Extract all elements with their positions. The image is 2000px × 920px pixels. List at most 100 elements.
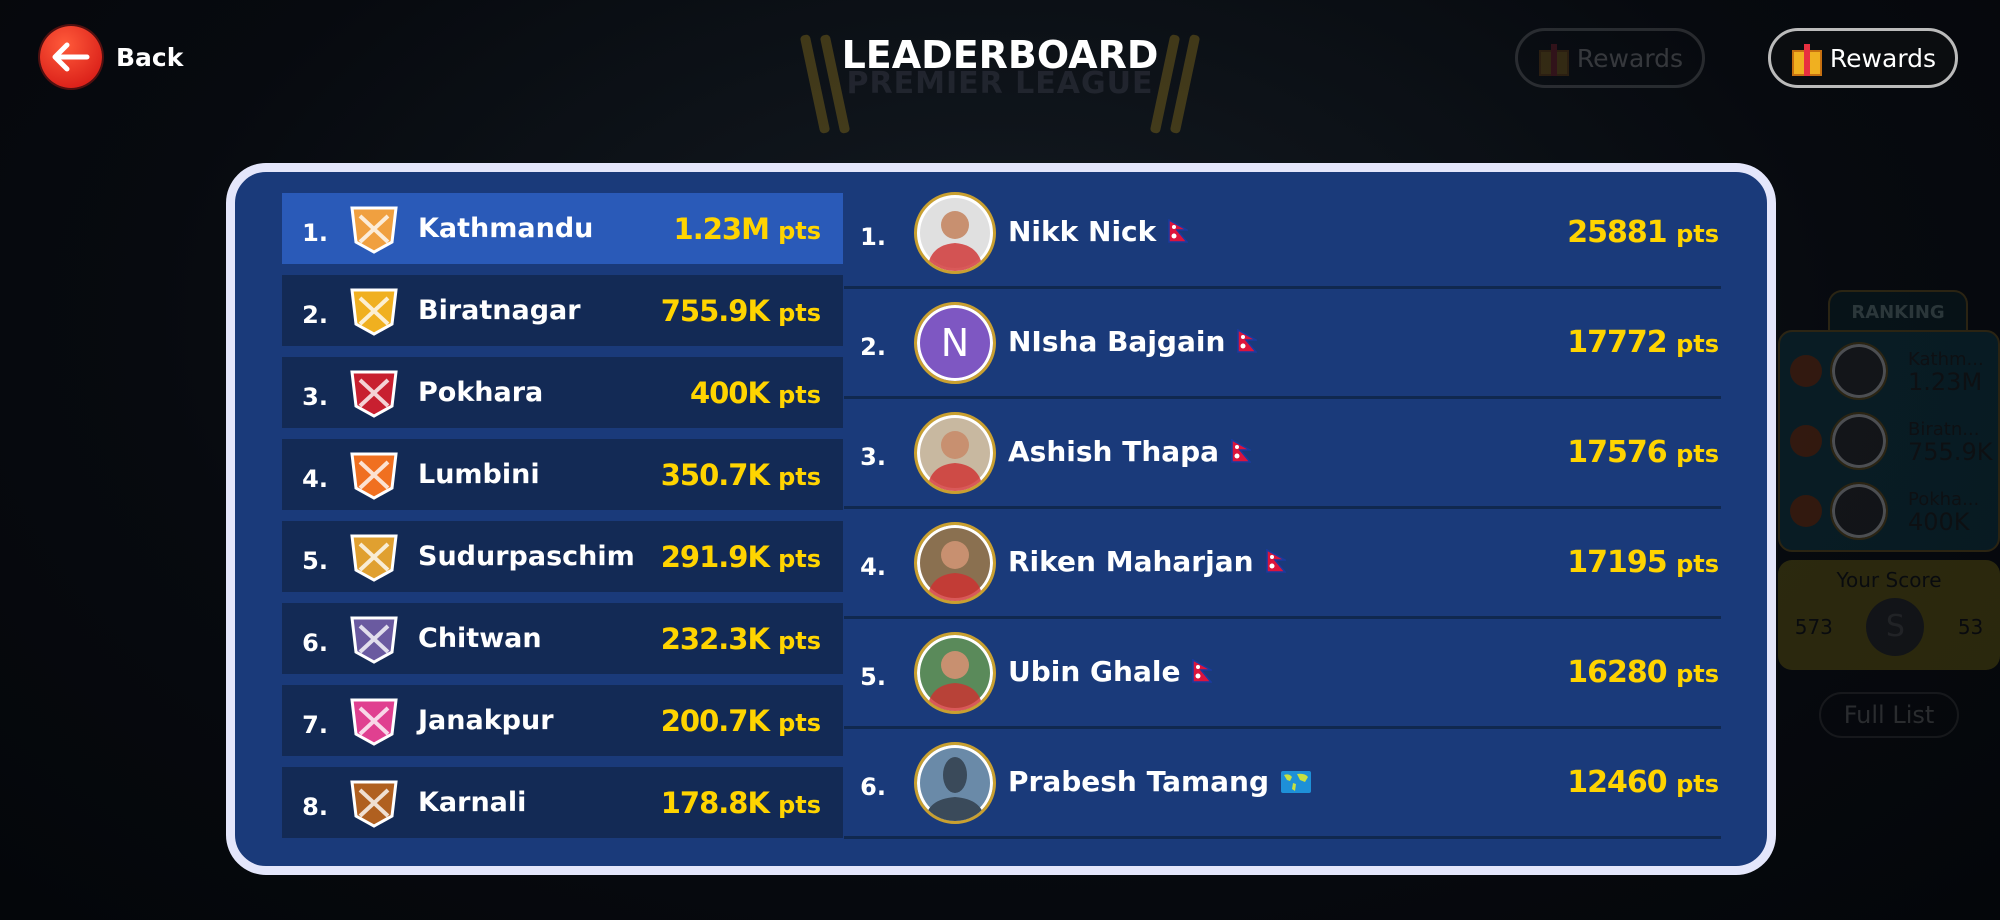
team-points: 232.3K pts xyxy=(660,621,821,656)
team-row[interactable]: 5. Sudurpaschim 291.9K pts xyxy=(282,521,843,592)
tiger-icon xyxy=(344,530,404,584)
team-logo xyxy=(1830,342,1888,400)
avatar xyxy=(914,741,996,824)
team-rank: 5. xyxy=(302,546,328,575)
side-ranking-item: Pokha... 400K xyxy=(1780,476,1998,546)
side-ranking-item: Biratn... 755.9K xyxy=(1780,406,1998,476)
team-points: 350.7K pts xyxy=(660,457,821,492)
team-rank: 2. xyxy=(302,300,328,329)
team-points: 400K pts xyxy=(689,375,821,410)
team-name: Chitwan xyxy=(418,623,542,654)
nepal-flag-icon xyxy=(1237,327,1260,360)
gift-icon xyxy=(1537,40,1571,76)
team-name: Janakpur xyxy=(418,705,554,736)
player-row[interactable]: 5. Ubin Ghale 16280 pts xyxy=(844,619,1721,729)
back-label: Back xyxy=(116,42,184,72)
medal-icon xyxy=(1790,425,1822,457)
side-team-points: 400K xyxy=(1908,508,1970,536)
full-list-button[interactable]: Full List xyxy=(1819,692,1959,738)
crossed-khukuri-icon xyxy=(344,202,404,256)
team-row[interactable]: 4. Lumbini 350.7K pts xyxy=(282,439,843,510)
arrow-left-icon xyxy=(40,26,102,88)
team-rank: 7. xyxy=(302,710,328,739)
team-row[interactable]: 8. Karnali 178.8K pts xyxy=(282,767,843,838)
team-row[interactable]: 6. Chitwan 232.3K pts xyxy=(282,603,843,674)
player-row[interactable]: 6. Prabesh Tamang 12460 pts xyxy=(844,729,1721,839)
rewards-button-faded: Rewards xyxy=(1515,28,1705,88)
your-points: 53 xyxy=(1957,615,1984,639)
nepal-flag-icon xyxy=(1168,217,1191,250)
team-name: Sudurpaschim xyxy=(418,541,635,572)
side-team-points: 1.23M xyxy=(1908,368,1983,396)
team-rank: 1. xyxy=(302,218,328,247)
team-row[interactable]: 2. Biratnagar 755.9K pts xyxy=(282,275,843,346)
player-name: Prabesh Tamang xyxy=(1008,765,1312,800)
rewards-label: Rewards xyxy=(1576,43,1684,73)
player-points: 16280 pts xyxy=(1567,655,1719,690)
player-name: NIsha Bajgain xyxy=(1008,325,1260,360)
player-rank: 1. xyxy=(860,222,886,251)
rhino-icon xyxy=(344,612,404,666)
player-name: Riken Maharjan xyxy=(1008,545,1288,580)
team-name: Karnali xyxy=(418,787,527,818)
gift-icon xyxy=(1790,40,1824,76)
player-row[interactable]: 3. Ashish Thapa 17576 pts xyxy=(844,399,1721,509)
your-rank: 573 xyxy=(1794,615,1833,639)
avatar: S xyxy=(1866,598,1925,656)
rewards-button[interactable]: Rewards xyxy=(1768,28,1958,88)
team-points: 200.7K pts xyxy=(660,703,821,738)
ranking-title: RANKING xyxy=(1828,290,1968,330)
player-rank: 4. xyxy=(860,552,886,581)
player-row[interactable]: 4. Riken Maharjan 17195 pts xyxy=(844,509,1721,619)
side-team-points: 755.9K xyxy=(1908,438,1993,466)
player-list: 1. Nikk Nick 25881 pts 2. N NIsha Bajgain… xyxy=(844,179,1721,839)
team-rank: 3. xyxy=(302,382,328,411)
rewards-label: Rewards xyxy=(1829,43,1937,73)
avatar xyxy=(914,521,996,604)
ranking-side-panel: RANKING Kathm... 1.23M Biratn... 755.9K Po… xyxy=(1778,290,2000,738)
mountain-crown-icon xyxy=(344,284,404,338)
team-name: Pokhara xyxy=(418,377,544,408)
player-row[interactable]: 2. N NIsha Bajgain 17772 pts xyxy=(844,289,1721,399)
world-map-icon xyxy=(1281,767,1312,800)
team-rank: 8. xyxy=(302,792,328,821)
player-name: Ubin Ghale xyxy=(1008,655,1215,690)
yak-icon xyxy=(344,776,404,830)
team-logo xyxy=(1830,482,1888,540)
team-row[interactable]: 7. Janakpur 200.7K pts xyxy=(282,685,843,756)
nepal-flag-icon xyxy=(1192,657,1215,690)
team-points: 1.23M pts xyxy=(673,211,821,246)
page-title: LEADERBOARD xyxy=(841,33,1159,77)
player-points: 17195 pts xyxy=(1567,545,1719,580)
player-name: Ashish Thapa xyxy=(1008,435,1253,470)
avatar: N xyxy=(914,301,996,384)
medal-icon xyxy=(1790,495,1822,527)
team-rank: 6. xyxy=(302,628,328,657)
nepal-flag-icon xyxy=(1231,437,1253,470)
player-rank: 6. xyxy=(860,772,886,801)
team-points: 755.9K pts xyxy=(660,293,821,328)
player-points: 25881 pts xyxy=(1567,215,1719,250)
avatar xyxy=(914,411,996,494)
player-rank: 3. xyxy=(860,442,886,471)
team-name: Biratnagar xyxy=(418,295,581,326)
player-row[interactable]: 1. Nikk Nick 25881 pts xyxy=(844,179,1721,289)
team-name: Lumbini xyxy=(418,459,540,490)
side-team-name: Kathm... xyxy=(1908,349,1984,370)
player-name: Nikk Nick xyxy=(1008,215,1191,250)
avatar xyxy=(914,631,996,714)
team-name: Kathmandu xyxy=(418,213,594,244)
back-button[interactable]: Back xyxy=(40,26,183,88)
player-rank: 2. xyxy=(860,332,886,361)
team-row[interactable]: 3. Pokhara 400K pts xyxy=(282,357,843,428)
team-row[interactable]: 1. Kathmandu 1.23M pts xyxy=(282,193,843,264)
your-score-label: Your Score xyxy=(1836,568,1942,592)
side-team-name: Biratn... xyxy=(1908,419,1980,440)
premier-league-logo: PREMIER LEAGUE xyxy=(740,14,1260,134)
player-points: 17576 pts xyxy=(1567,435,1719,470)
leaderboard-panel: 1. Kathmandu 1.23M pts 2. Biratnagar 755.… xyxy=(226,163,1776,875)
side-team-name: Pokha... xyxy=(1908,489,1980,510)
team-points: 178.8K pts xyxy=(660,785,821,820)
team-points: 291.9K pts xyxy=(660,539,821,574)
your-score-card: Your Score 573 S 53 xyxy=(1778,560,2000,670)
